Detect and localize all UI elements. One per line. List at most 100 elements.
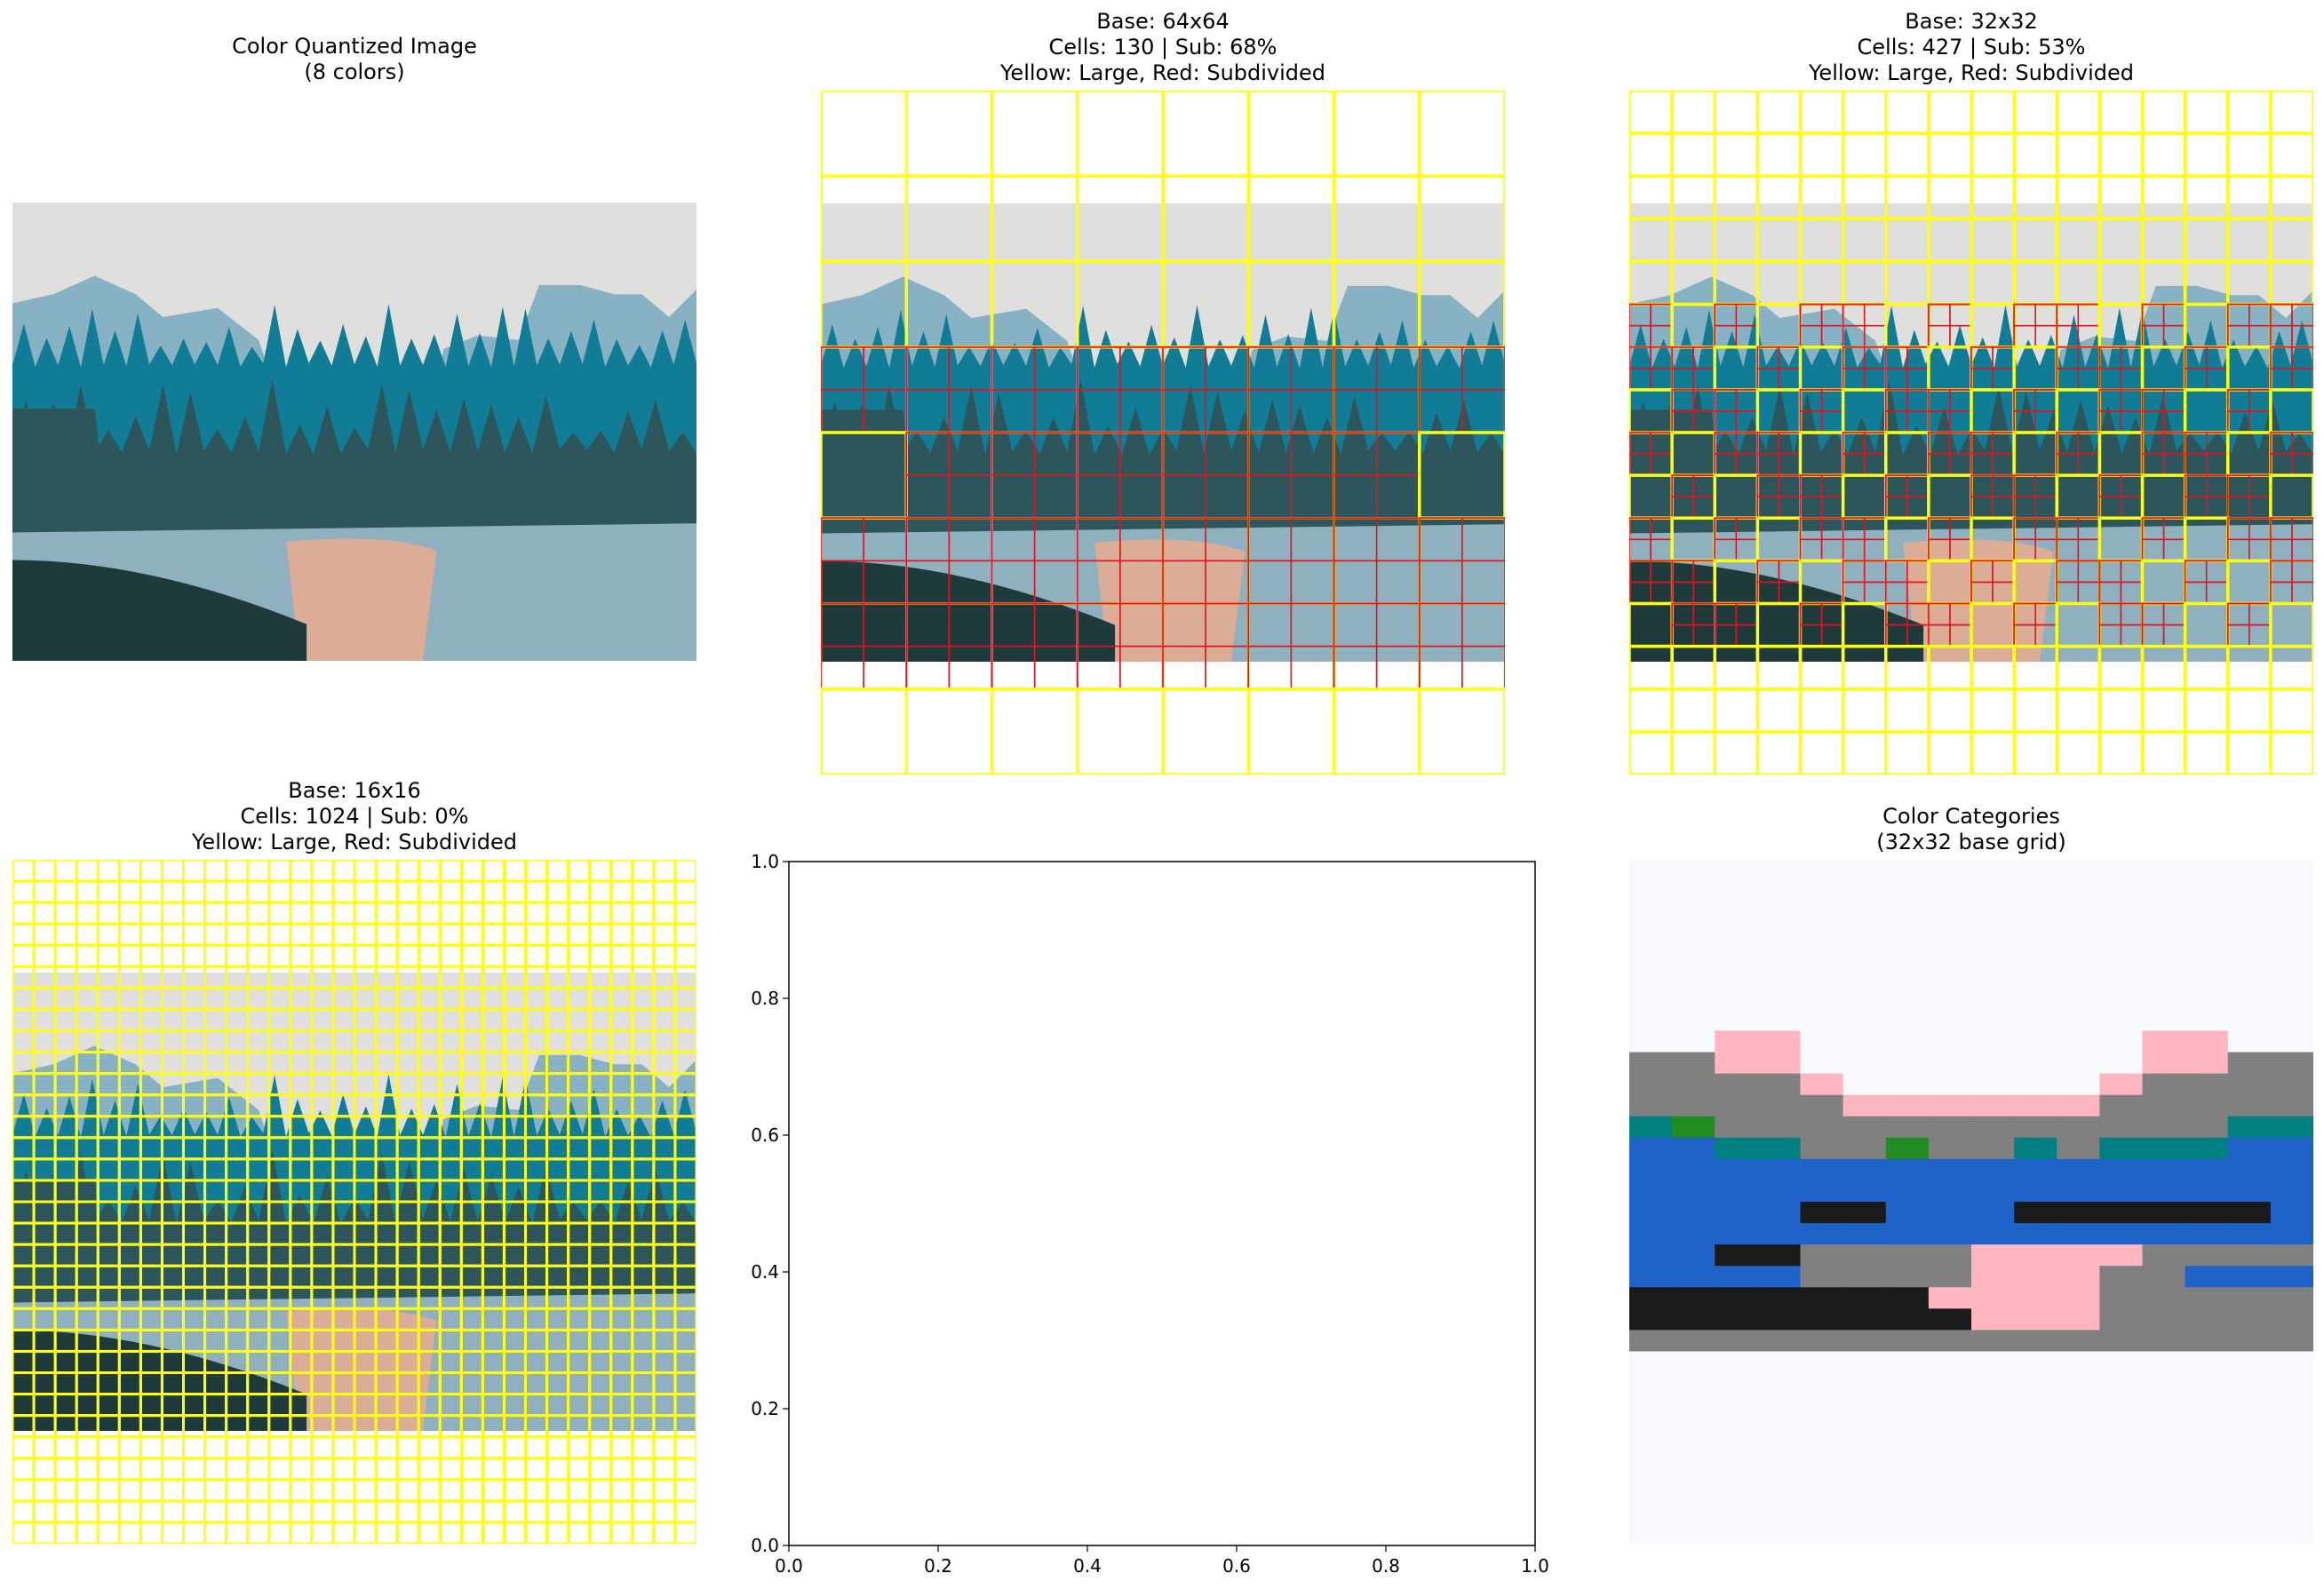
category-cell <box>1928 1415 1972 1438</box>
category-cell <box>2227 1052 2272 1075</box>
category-cell <box>1800 1116 1844 1139</box>
category-cell <box>1928 1137 1972 1160</box>
y-tick-label: 0.4 <box>751 1261 779 1283</box>
category-cell <box>2099 988 2143 1010</box>
category-cell <box>1672 1073 1715 1096</box>
category-cell <box>1928 1266 1972 1288</box>
category-cell <box>1672 860 1715 882</box>
category-cell <box>1715 1330 1758 1352</box>
category-cell <box>1629 1330 1673 1352</box>
category-cell <box>1885 1330 1930 1352</box>
category-cell <box>1715 1436 1758 1459</box>
y-tick-label: 0.2 <box>751 1398 779 1419</box>
category-cell <box>2142 1521 2186 1544</box>
category-cell <box>1885 1351 1930 1373</box>
category-cell <box>1928 924 1972 946</box>
category-cell <box>1672 1244 1715 1267</box>
category-cell <box>1800 881 1844 903</box>
category-cell <box>2227 1500 2272 1523</box>
category-cell <box>1842 1180 1887 1203</box>
category-cell <box>1971 1458 2015 1481</box>
category-cell <box>1757 1223 1801 1245</box>
treeline-front <box>12 378 696 569</box>
panel-1-title: Color Quantized Image (8 colors) <box>232 34 477 84</box>
category-cell <box>1928 1030 1972 1053</box>
category-cell <box>1842 902 1887 925</box>
category-cell <box>1928 1073 1972 1096</box>
category-cell <box>2014 1116 2057 1139</box>
category-cell <box>2057 1073 2100 1096</box>
category-cell <box>1757 1009 1801 1031</box>
category-cell <box>1885 1372 1930 1395</box>
category-cell <box>1715 1266 1758 1288</box>
category-cell <box>1885 1030 1930 1053</box>
category-cell <box>2099 1330 2143 1352</box>
category-cell <box>2185 945 2229 967</box>
category-cell <box>1672 988 1715 1010</box>
category-cell <box>1928 1287 1972 1309</box>
category-cell <box>2227 1436 2272 1459</box>
category-cell <box>1928 1479 1972 1502</box>
category-cell <box>2227 1308 2272 1331</box>
category-cell <box>1800 1330 1844 1352</box>
category-cell <box>2270 1009 2313 1031</box>
category-cell <box>2142 1052 2186 1075</box>
category-cell <box>2270 1308 2313 1331</box>
category-cell <box>1629 1521 1673 1544</box>
y-tick-label: 0.8 <box>751 988 779 1009</box>
category-cell <box>2270 1394 2313 1417</box>
category-cell <box>1757 1244 1801 1267</box>
category-cell <box>2099 945 2143 967</box>
category-cell <box>1672 1180 1715 1203</box>
category-cell <box>1715 1308 1758 1331</box>
category-cell <box>1971 881 2015 903</box>
category-cell <box>1800 1244 1844 1267</box>
category-cell <box>2057 1287 2100 1309</box>
category-cell <box>2227 1287 2272 1309</box>
empty-axes-panel: 0.0 0.2 0.4 0.6 0.8 1.0 0.0 0.2 0.4 0.6 0.8 1.0 <box>737 853 1555 1581</box>
category-cell <box>2185 1223 2229 1245</box>
category-cell <box>1800 1180 1844 1203</box>
category-cell <box>1885 860 1930 882</box>
category-cell <box>2227 1479 2272 1502</box>
category-cell <box>2270 1158 2313 1181</box>
category-cell <box>2057 1351 2100 1373</box>
category-cell <box>2227 945 2272 967</box>
category-cell <box>1629 1158 1673 1181</box>
category-cell <box>1971 966 2015 989</box>
category-cell <box>1757 1372 1801 1395</box>
category-cell <box>2270 1330 2313 1352</box>
category-cell <box>1800 1223 1844 1245</box>
category-cell <box>2270 1223 2313 1245</box>
panel-4-title: Base: 16x16 Cells: 1024 | Sub: 0% Yellow… <box>191 778 518 854</box>
category-cell <box>2099 1030 2143 1053</box>
grid-64-overlay-image <box>821 91 1505 775</box>
category-cell <box>1800 1202 1844 1224</box>
category-cell <box>1971 1116 2015 1139</box>
reflection-peach <box>286 538 437 661</box>
category-cell <box>2270 1436 2313 1459</box>
category-cell <box>2227 1244 2272 1267</box>
category-cell <box>2142 1244 2186 1267</box>
category-cell <box>1928 1372 1972 1395</box>
category-cell <box>2185 1180 2229 1203</box>
category-cell <box>1800 945 1844 967</box>
category-cell <box>2227 1116 2272 1139</box>
grid-32-overlay-image <box>1629 91 2313 775</box>
category-cell <box>1885 945 1930 967</box>
category-cell <box>1885 1266 1930 1288</box>
category-cell <box>1715 1052 1758 1075</box>
grid-16-overlay-image <box>12 860 696 1544</box>
category-cell <box>2057 1116 2100 1139</box>
category-cell <box>1672 1266 1715 1288</box>
category-cell <box>2227 1073 2272 1096</box>
category-cell <box>2057 945 2100 967</box>
landscape <box>12 203 696 661</box>
category-cell <box>2057 1415 2100 1438</box>
category-cell <box>1928 1394 1972 1417</box>
category-cell <box>2142 1351 2186 1373</box>
category-cell <box>1842 924 1887 946</box>
category-cell <box>2185 1500 2229 1523</box>
category-cell <box>1885 1521 1930 1544</box>
category-cell <box>2270 1500 2313 1523</box>
